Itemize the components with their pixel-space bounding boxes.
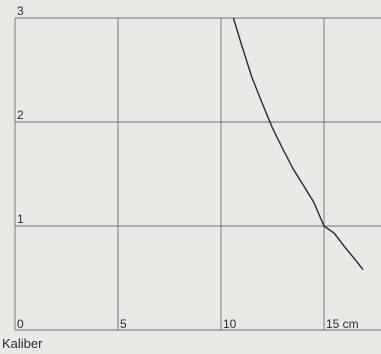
x-tick-label: 10	[223, 317, 237, 331]
x-tick-label: 15 cm	[326, 317, 359, 331]
x-tick-label: 0	[17, 317, 24, 331]
y-tick-label: 2	[17, 108, 24, 122]
series	[232, 17, 364, 271]
tick-labels: 0 5 10 15 cm 1 2 3	[17, 4, 359, 331]
y-tick-label: 3	[17, 4, 24, 18]
x-axis-title: Kaliber	[2, 336, 43, 351]
y-tick-label: 1	[17, 212, 24, 226]
x-tick-label: 5	[120, 317, 127, 331]
grid	[14, 17, 381, 331]
series-line-0	[232, 17, 364, 271]
